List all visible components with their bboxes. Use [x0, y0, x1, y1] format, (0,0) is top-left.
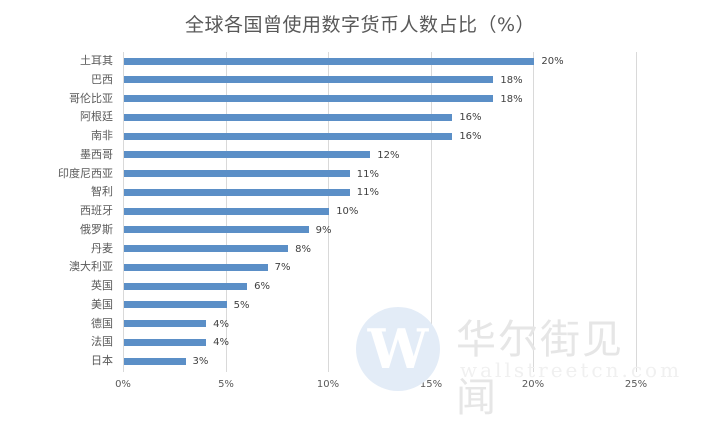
x-tick-label: 10%	[316, 379, 340, 390]
value-label: 7%	[274, 262, 291, 274]
category-label: 土耳其	[80, 54, 113, 67]
value-label: 4%	[213, 337, 229, 349]
bar	[124, 282, 248, 290]
gridline	[636, 52, 637, 372]
category-label: 阿根廷	[80, 110, 113, 124]
category-label: 智利	[91, 185, 113, 199]
x-tick-label: 15%	[419, 379, 443, 390]
x-tick-label: 5%	[218, 379, 234, 390]
bar	[124, 113, 453, 121]
x-tick-label: 25%	[624, 379, 648, 390]
bar	[124, 207, 330, 215]
category-label: 南非	[91, 129, 113, 142]
value-label: 18%	[500, 74, 523, 86]
value-label: 16%	[459, 131, 482, 142]
bar	[124, 151, 371, 159]
category-label: 澳大利亚	[69, 260, 113, 274]
x-tick-label: 0%	[115, 379, 131, 390]
bar	[124, 320, 207, 327]
category-label: 德国	[91, 316, 113, 330]
bar	[124, 132, 453, 140]
value-label: 6%	[254, 281, 270, 292]
value-label: 18%	[500, 93, 523, 105]
value-label: 10%	[336, 206, 359, 217]
value-label: 20%	[541, 56, 564, 67]
plot-area: 0% 5% 10% 15% 20% 25% 土耳其 20% 巴西 18% 哥伦比亚 18% 阿根廷 16%…	[58, 52, 648, 390]
bar	[124, 95, 494, 102]
category-label: 墨西哥	[80, 147, 113, 161]
category-label: 哥伦比亚	[69, 91, 113, 105]
gridline	[431, 52, 432, 372]
gridline	[123, 52, 124, 372]
value-label: 3%	[192, 356, 209, 367]
category-label: 印度尼西亚	[58, 166, 113, 180]
bar	[124, 338, 207, 346]
bar	[124, 263, 268, 271]
category-label: 俄罗斯	[80, 222, 113, 236]
category-label: 美国	[91, 297, 113, 311]
bar	[124, 226, 309, 234]
category-label: 巴西	[91, 72, 113, 86]
chart-title: 全球各国曾使用数字货币人数占比（%）	[184, 14, 536, 36]
value-label: 12%	[377, 149, 400, 161]
value-label: 5%	[233, 299, 250, 311]
bar	[124, 76, 494, 84]
category-label: 日本	[91, 354, 113, 367]
gridline	[533, 52, 534, 372]
category-label: 西班牙	[80, 204, 113, 217]
category-label: 丹麦	[91, 241, 113, 255]
bar	[124, 188, 350, 196]
bar	[124, 57, 535, 65]
value-label: 8%	[295, 243, 312, 255]
bar	[124, 245, 289, 252]
value-label: 4%	[213, 318, 229, 330]
value-label: 16%	[459, 112, 482, 124]
bar	[124, 170, 350, 177]
value-label: 11%	[356, 168, 379, 180]
category-label: 英国	[91, 279, 113, 292]
category-label: 法国	[91, 335, 113, 349]
value-label: 9%	[315, 224, 332, 236]
x-tick-label: 20%	[521, 379, 545, 390]
bar	[124, 357, 186, 365]
value-label: 11%	[356, 187, 379, 199]
bar	[124, 301, 227, 309]
